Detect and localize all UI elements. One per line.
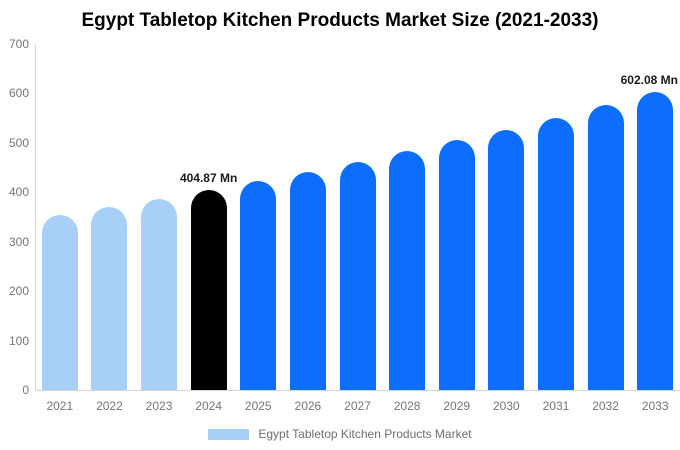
bar-2021 bbox=[41, 214, 78, 390]
data-label-2033: 602.08 Mn bbox=[620, 73, 678, 88]
x-tick-label-2021: 2021 bbox=[46, 399, 74, 413]
y-tick-label-600: 600 bbox=[8, 86, 29, 101]
x-tick-label-2031: 2031 bbox=[542, 399, 570, 413]
x-tick-label-2022: 2022 bbox=[96, 399, 123, 413]
bar-2022 bbox=[91, 206, 128, 390]
y-tick-label-400: 400 bbox=[8, 185, 29, 200]
y-axis-line bbox=[35, 44, 36, 390]
y-tick-label-500: 500 bbox=[8, 135, 29, 150]
bar-2029 bbox=[438, 140, 475, 390]
x-tick-label-2028: 2028 bbox=[393, 399, 421, 413]
y-tick-label-200: 200 bbox=[8, 284, 29, 299]
x-tick-label-2030: 2030 bbox=[492, 399, 520, 413]
x-tick-label-2023: 2023 bbox=[145, 399, 173, 413]
bar-2032 bbox=[587, 105, 624, 390]
bar-2024 bbox=[190, 189, 227, 390]
x-tick-label-2024: 2024 bbox=[195, 399, 222, 413]
bar-2023 bbox=[141, 198, 178, 390]
bar-2030 bbox=[488, 129, 525, 390]
x-tick-label-2032: 2032 bbox=[592, 399, 619, 413]
y-tick-label-700: 700 bbox=[8, 37, 29, 51]
x-tick-label-2026: 2026 bbox=[294, 399, 322, 413]
x-tick-label-2029: 2029 bbox=[443, 399, 471, 413]
legend: Egypt Tabletop Kitchen Products Market bbox=[0, 427, 680, 441]
chart-title: Egypt Tabletop Kitchen Products Market S… bbox=[81, 10, 599, 31]
y-tick-label-100: 100 bbox=[8, 333, 29, 348]
y-tick-label-0: 0 bbox=[22, 383, 29, 397]
data-label-2024: 404.87 Mn bbox=[179, 170, 238, 185]
bar-2027 bbox=[339, 161, 376, 390]
x-tick-label-2033: 2033 bbox=[641, 399, 669, 413]
bar-2031 bbox=[537, 117, 574, 390]
x-axis-line bbox=[35, 390, 680, 391]
bar-2033 bbox=[637, 92, 674, 390]
legend-swatch bbox=[208, 428, 250, 440]
y-tick-label-300: 300 bbox=[8, 234, 29, 249]
x-tick-label-2025: 2025 bbox=[244, 399, 272, 413]
legend-label: Egypt Tabletop Kitchen Products Market bbox=[258, 427, 472, 441]
bar-2026 bbox=[289, 171, 326, 390]
x-tick-label-2027: 2027 bbox=[344, 399, 371, 413]
bar-2028 bbox=[389, 151, 426, 390]
plot-area: 404.87 Mn 602.08 Mn bbox=[35, 44, 680, 390]
bar-2025 bbox=[240, 180, 277, 390]
